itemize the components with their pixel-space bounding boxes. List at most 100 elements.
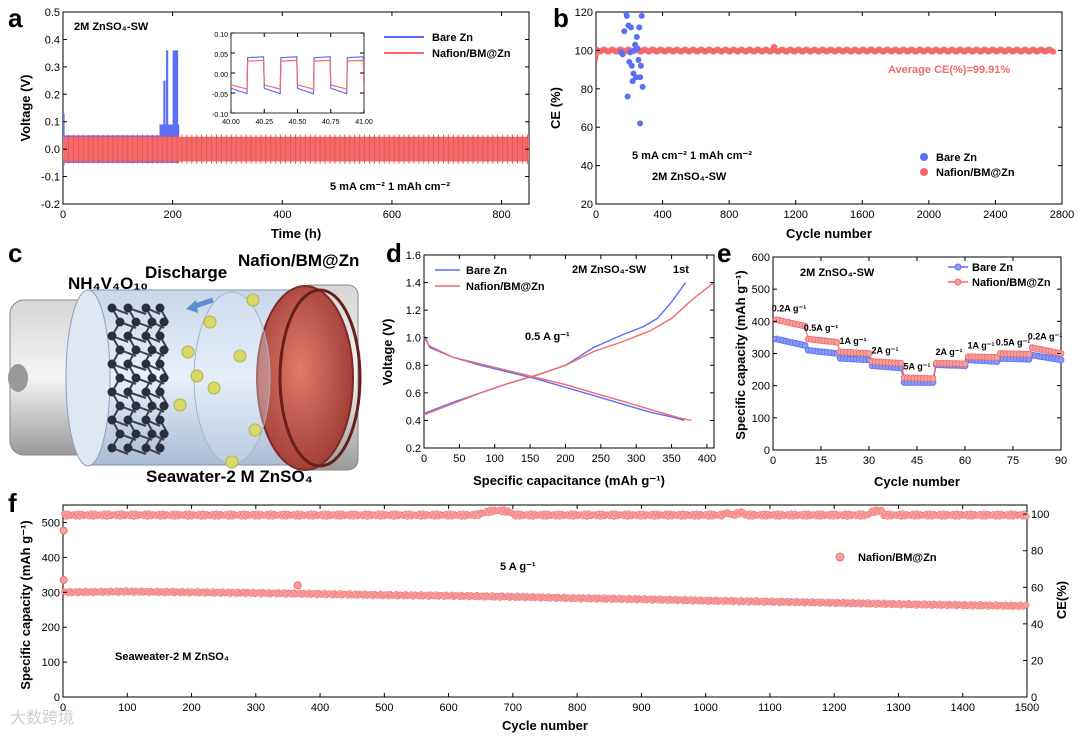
lattice-atom xyxy=(159,429,169,439)
panel-f-xlabel: Cycle number xyxy=(502,718,588,733)
zn-ion xyxy=(190,369,204,383)
lattice-atom xyxy=(115,429,125,439)
panel-f-ytick-label: 300 xyxy=(42,587,60,599)
electrolyte-label: Seawater-2 M ZnSO₄ xyxy=(146,467,313,486)
panel-f-xtick-label: 400 xyxy=(311,702,329,714)
panel-f-ytick-right-label: 20 xyxy=(1031,655,1043,667)
panel-f-xtick-label: 1300 xyxy=(886,702,910,714)
panel-a-ytick-label: 0.2 xyxy=(45,89,60,101)
panel-b-average-ce: Average CE(%)=99.91% xyxy=(888,64,1010,76)
lattice-atom xyxy=(131,429,141,439)
nafion-voltage-band xyxy=(63,136,529,162)
panel-e-ytick-label: 500 xyxy=(752,284,770,296)
lattice-atom xyxy=(155,387,165,397)
panel-a-xtick-label: 600 xyxy=(383,209,401,221)
legend-e-nafion-marker xyxy=(954,278,962,286)
panel-f-frame xyxy=(62,504,1028,698)
panel-a-inset-xtick-label: 40.50 xyxy=(289,119,307,126)
bare-zn-rate-point xyxy=(1057,356,1065,364)
panel-e-ylabel: Specific capacity (mAh g⁻¹) xyxy=(733,270,748,439)
lattice-atom xyxy=(155,415,165,425)
zn-ion xyxy=(203,315,217,329)
panel-e-rate-labels: 0.2A g⁻¹0.5A g⁻¹1A g⁻¹2A g⁻¹5A g⁻¹2A g⁻¹… xyxy=(772,304,1062,372)
panel-e-electrolyte-label: 2M ZnSO₄-SW xyxy=(800,267,875,279)
panel-f-xtick-label: 1400 xyxy=(950,702,974,714)
lattice-atom xyxy=(107,387,117,397)
lattice-atom xyxy=(107,415,117,425)
zn-ion xyxy=(233,349,247,363)
zn-ion xyxy=(248,423,262,437)
panel-b-electrolyte-label: 2M ZnSO₄-SW xyxy=(652,171,727,183)
legend-e-bare-marker xyxy=(954,263,962,271)
lattice-atom xyxy=(141,387,151,397)
panel-b-xlabel: Cycle number xyxy=(786,226,872,241)
lattice-atom xyxy=(131,401,141,411)
panel-f-ytick-label: 400 xyxy=(42,552,60,564)
lattice-atom xyxy=(159,401,169,411)
panel-a-ytick-label: 0.1 xyxy=(45,117,60,129)
nafion-discharge-curve xyxy=(423,337,692,422)
panel-a-chart: 0 200 400 600 800-0.2-0.10.00.10.20.30.40.5 … xyxy=(18,7,530,241)
nafion-rate-point xyxy=(929,375,937,382)
lattice-atom xyxy=(115,401,125,411)
rate-label: 1A g⁻¹ xyxy=(840,336,867,346)
bare-zn-ce-point xyxy=(637,62,644,69)
panel-f-xtick-label: 300 xyxy=(247,702,265,714)
panel-f-ytick-label: 100 xyxy=(42,657,60,669)
lattice-atom xyxy=(141,303,151,313)
panel-f-ylabel-right: CE(%) xyxy=(1054,581,1069,619)
legend-d-bare-label: Bare Zn xyxy=(466,265,507,277)
lattice-atom xyxy=(107,303,117,313)
panel-a-xlabel: Time (h) xyxy=(271,226,321,241)
lattice-atom xyxy=(107,359,117,369)
panel-d-xtick-label: 100 xyxy=(486,453,504,465)
panel-d-electrolyte-label: 2M ZnSO₄-SW xyxy=(572,264,647,276)
bare-zn-ce-point xyxy=(637,74,644,81)
terminal-post xyxy=(8,364,28,392)
lattice-atom xyxy=(159,317,169,327)
legend-b-bare-label: Bare Zn xyxy=(936,152,977,164)
lattice-atom xyxy=(123,359,133,369)
panel-f-chart: 0 100 200 300 400 500 600 700 800 900 1000 1100 1200… xyxy=(18,504,1069,733)
lattice-atom xyxy=(131,317,141,327)
anode-label: Nafion/BM@Zn xyxy=(238,251,359,270)
panel-label-d: d xyxy=(386,238,402,268)
nafion-ce-point xyxy=(1023,513,1030,520)
panel-a-xtick-label: 200 xyxy=(163,209,181,221)
panel-a-frame xyxy=(62,11,530,205)
panel-d-ytick-label: 1.2 xyxy=(406,305,421,317)
panel-a-xtick-label: 400 xyxy=(273,209,291,221)
panel-f-ytick-right-label: 60 xyxy=(1031,582,1043,594)
nafion-rate-point xyxy=(961,360,969,368)
lattice-atom xyxy=(123,415,133,425)
inset-nafion-line xyxy=(231,59,364,90)
panel-a-xtick-label: 800 xyxy=(492,209,510,221)
panel-e-xtick-label: 90 xyxy=(1055,455,1067,467)
panel-f-xtick-label: 1500 xyxy=(1015,702,1039,714)
rate-label: 0.2A g⁻¹ xyxy=(772,304,806,314)
panel-e-ytick-label: 300 xyxy=(752,349,770,361)
legend-b-bare-marker xyxy=(920,153,928,161)
panel-f-xtick-label: 100 xyxy=(118,702,136,714)
nafion-rate-point xyxy=(1025,350,1033,358)
panel-f-ticks: 0 100 200 300 400 500 600 700 800 900 1000 1100 1200… xyxy=(42,505,1049,714)
nafion-rate-point xyxy=(801,322,809,330)
legend-f-nafion-label: Nafion/BM@Zn xyxy=(858,552,937,564)
panel-a-inset-xtick-label: 40.00 xyxy=(222,119,240,126)
panel-d-xtick-label: 350 xyxy=(662,453,680,465)
bare-zn-ce-point xyxy=(626,58,633,65)
panel-a-inset-xtick-label: 41.00 xyxy=(355,119,373,126)
rate-label: 2A g⁻¹ xyxy=(936,347,963,357)
panel-f-xtick-label: 600 xyxy=(439,702,457,714)
panel-e-xtick-label: 60 xyxy=(959,455,971,467)
panel-e-ytick-label: 400 xyxy=(752,316,770,328)
panel-f-ytick-right-label: 0 xyxy=(1031,692,1037,704)
discharge-arrowhead xyxy=(186,300,198,313)
panel-b-xtick-label: 2800 xyxy=(1050,209,1074,221)
nafion-ce-point xyxy=(59,526,68,535)
panel-label-b: b xyxy=(553,3,569,33)
lattice-atom xyxy=(123,303,133,313)
lattice-atom xyxy=(141,415,151,425)
rate-label: 5A g⁻¹ xyxy=(904,362,931,372)
